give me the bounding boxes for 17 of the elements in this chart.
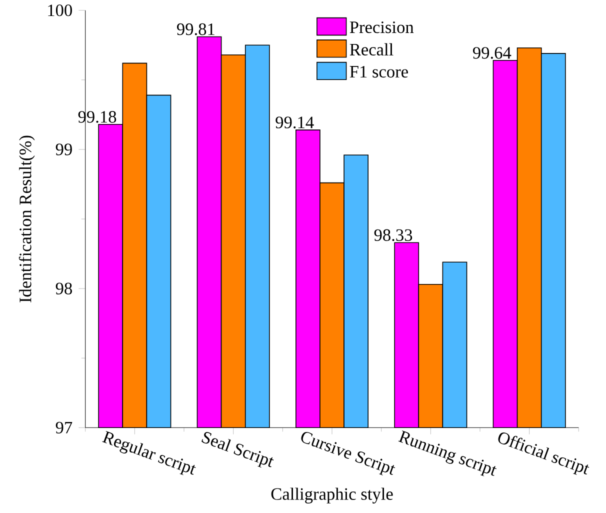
y-tick-label: 97 [56, 422, 72, 434]
data-label: 99.81 [177, 23, 214, 36]
y-tick-label: 100 [48, 4, 72, 16]
legend-label: F1 score [350, 66, 408, 78]
y-axis-title: Identification Result(%) [18, 136, 35, 302]
x-tick-label: Cursive Script [301, 432, 396, 476]
y-tick-label: 98 [56, 282, 72, 294]
legend-label: Recall [350, 43, 394, 56]
x-tick-label: Seal Script [202, 432, 274, 468]
x-tick-label: Regular script [102, 431, 196, 476]
y-tick-label: 99 [56, 144, 72, 156]
x-tick-label: Official script [498, 432, 590, 475]
x-axis-title: Calligraphic style [271, 488, 393, 504]
legend-label: Precision [350, 21, 414, 34]
data-label: 99.14 [276, 116, 314, 128]
data-label: 99.64 [473, 47, 512, 59]
data-label: 98.33 [374, 229, 412, 242]
